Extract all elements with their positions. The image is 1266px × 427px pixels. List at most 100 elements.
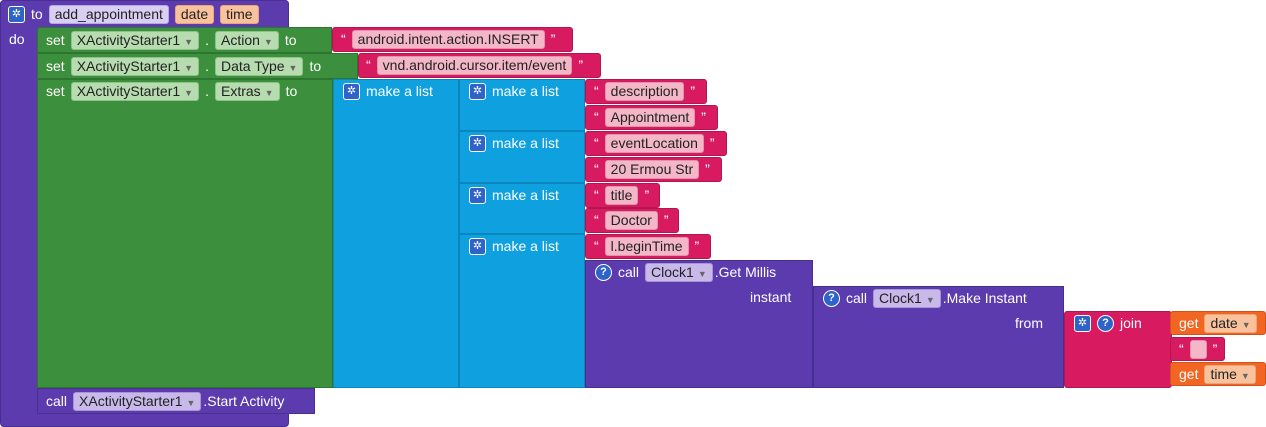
- chevron-down-icon: ▼: [288, 62, 298, 73]
- inner-make-a-list-4[interactable]: [459, 234, 585, 388]
- text-value[interactable]: vnd.android.cursor.item/event: [376, 55, 573, 75]
- chevron-down-icon: ▼: [1241, 319, 1251, 330]
- dot-label: .: [205, 83, 209, 99]
- gear-icon[interactable]: ✲: [469, 186, 486, 204]
- get-millis-header: ? call Clock1 ▼ .Get Millis: [595, 261, 776, 283]
- text-value[interactable]: Appointment: [604, 107, 696, 127]
- component-dropdown[interactable]: XActivityStarter1 ▼: [70, 30, 200, 50]
- chevron-down-icon: ▼: [264, 87, 274, 98]
- inner-list-4-header: ✲ make a list: [469, 235, 559, 257]
- gear-icon[interactable]: ✲: [469, 82, 486, 100]
- instant-label: instant: [750, 289, 792, 305]
- property-dropdown[interactable]: Extras ▼: [214, 81, 280, 101]
- set-action-row: set XActivityStarter1 ▼ . Action ▼ to: [46, 29, 297, 51]
- get-label: get: [1179, 366, 1199, 382]
- property-dropdown[interactable]: Data Type ▼: [214, 56, 304, 76]
- from-arg-row: from: [1015, 312, 1043, 334]
- set-datatype-row: set XActivityStarter1 ▼ . Data Type ▼ to: [46, 55, 321, 77]
- text-datatype-row: “ vnd.android.cursor.item/event ”: [366, 55, 583, 75]
- text-value[interactable]: [1189, 339, 1207, 359]
- clock-component-dropdown[interactable]: Clock1 ▼: [873, 288, 941, 308]
- text-value[interactable]: 20 Ermou Str: [604, 159, 700, 179]
- chevron-down-icon: ▼: [925, 294, 935, 305]
- text-space-row: “ ”: [1179, 339, 1218, 359]
- make-a-list-label: make a list: [366, 83, 433, 99]
- outer-make-a-list-block[interactable]: [333, 79, 459, 388]
- question-icon[interactable]: ?: [823, 289, 840, 307]
- component-dropdown[interactable]: XActivityStarter1 ▼: [70, 56, 200, 76]
- procedure-name-field[interactable]: add_appointment: [48, 4, 169, 24]
- text-value[interactable]: eventLocation: [604, 133, 704, 153]
- text-value[interactable]: android.intent.action.INSERT: [351, 29, 545, 49]
- set-label: set: [46, 83, 65, 99]
- dot-label: .: [205, 58, 209, 74]
- make-a-list-label: make a list: [492, 135, 559, 151]
- chevron-down-icon: ▼: [184, 87, 194, 98]
- chevron-down-icon: ▼: [186, 397, 196, 408]
- call-label: call: [46, 393, 68, 409]
- do-label: do: [9, 31, 25, 47]
- question-icon[interactable]: ?: [595, 263, 612, 281]
- get-date-row: get date ▼: [1179, 312, 1257, 334]
- text-value-ermou-row: “ 20 Ermou Str ”: [594, 159, 710, 179]
- text-key-eventlocation-row: “ eventLocation ”: [594, 133, 715, 153]
- gear-icon[interactable]: ✲: [469, 134, 486, 152]
- start-activity-row: call XActivityStarter1 ▼ .Start Activity: [46, 390, 284, 412]
- gear-icon[interactable]: ✲: [343, 82, 360, 100]
- component-dropdown[interactable]: XActivityStarter1 ▼: [73, 391, 202, 411]
- set-label: set: [46, 58, 65, 74]
- gear-icon[interactable]: ✲: [8, 5, 25, 23]
- gear-icon[interactable]: ✲: [469, 237, 486, 255]
- to-label: to: [284, 32, 297, 48]
- make-a-list-label: make a list: [492, 238, 559, 254]
- text-value[interactable]: l.beginTime: [604, 236, 689, 256]
- chevron-down-icon: ▼: [263, 36, 273, 47]
- start-activity-method: .Start Activity: [203, 393, 285, 409]
- set-extras-row: set XActivityStarter1 ▼ . Extras ▼ to: [46, 80, 297, 102]
- text-value[interactable]: description: [604, 81, 685, 101]
- inner-list-1-header: ✲ make a list: [469, 80, 559, 102]
- text-key-description-row: “ description ”: [594, 81, 696, 101]
- from-label: from: [1015, 315, 1043, 331]
- to-label: to: [285, 83, 298, 99]
- chevron-down-icon: ▼: [1240, 370, 1250, 381]
- clock-component-dropdown[interactable]: Clock1 ▼: [645, 262, 713, 282]
- variable-dropdown[interactable]: date ▼: [1204, 313, 1257, 333]
- call-label: call: [846, 290, 868, 306]
- make-instant-method: .Make Instant: [942, 290, 1027, 306]
- dot-label: .: [205, 32, 209, 48]
- property-dropdown[interactable]: Action ▼: [214, 30, 279, 50]
- chevron-down-icon: ▼: [184, 62, 194, 73]
- get-millis-method: .Get Millis: [714, 264, 777, 280]
- to-label: to: [309, 58, 322, 74]
- chevron-down-icon: ▼: [697, 268, 707, 279]
- text-key-begintime-row: “ l.beginTime ”: [594, 236, 700, 256]
- procedure-header: ✲ to add_appointment date time: [8, 3, 259, 25]
- text-value[interactable]: Doctor: [604, 210, 658, 230]
- text-key-title-row: “ title ”: [594, 185, 650, 205]
- param-time[interactable]: time: [220, 4, 259, 24]
- outer-make-a-list-header: ✲ make a list: [343, 80, 433, 102]
- question-icon[interactable]: ?: [1097, 314, 1114, 332]
- inner-list-3-header: ✲ make a list: [469, 184, 559, 206]
- inner-make-a-list-1[interactable]: [459, 79, 585, 131]
- make-a-list-label: make a list: [492, 187, 559, 203]
- get-time-row: get time ▼: [1179, 363, 1256, 385]
- variable-dropdown[interactable]: time ▼: [1204, 364, 1256, 384]
- param-date[interactable]: date: [174, 4, 215, 24]
- join-label: join: [1120, 315, 1142, 331]
- get-label: get: [1179, 315, 1199, 331]
- text-value[interactable]: title: [604, 185, 639, 205]
- instant-arg-row: instant: [750, 286, 791, 308]
- gear-icon[interactable]: ✲: [1074, 314, 1091, 332]
- make-instant-header: ? call Clock1 ▼ .Make Instant: [823, 287, 1027, 309]
- set-extras-block[interactable]: [37, 79, 333, 388]
- to-label: to: [31, 6, 43, 22]
- join-header: ✲ ? join: [1074, 312, 1142, 334]
- component-dropdown[interactable]: XActivityStarter1 ▼: [70, 81, 200, 101]
- do-label-row: do: [9, 28, 25, 50]
- chevron-down-icon: ▼: [184, 36, 194, 47]
- call-label: call: [618, 264, 640, 280]
- text-value-appointment-row: “ Appointment ”: [594, 107, 706, 127]
- text-value-doctor-row: “ Doctor ”: [594, 210, 669, 230]
